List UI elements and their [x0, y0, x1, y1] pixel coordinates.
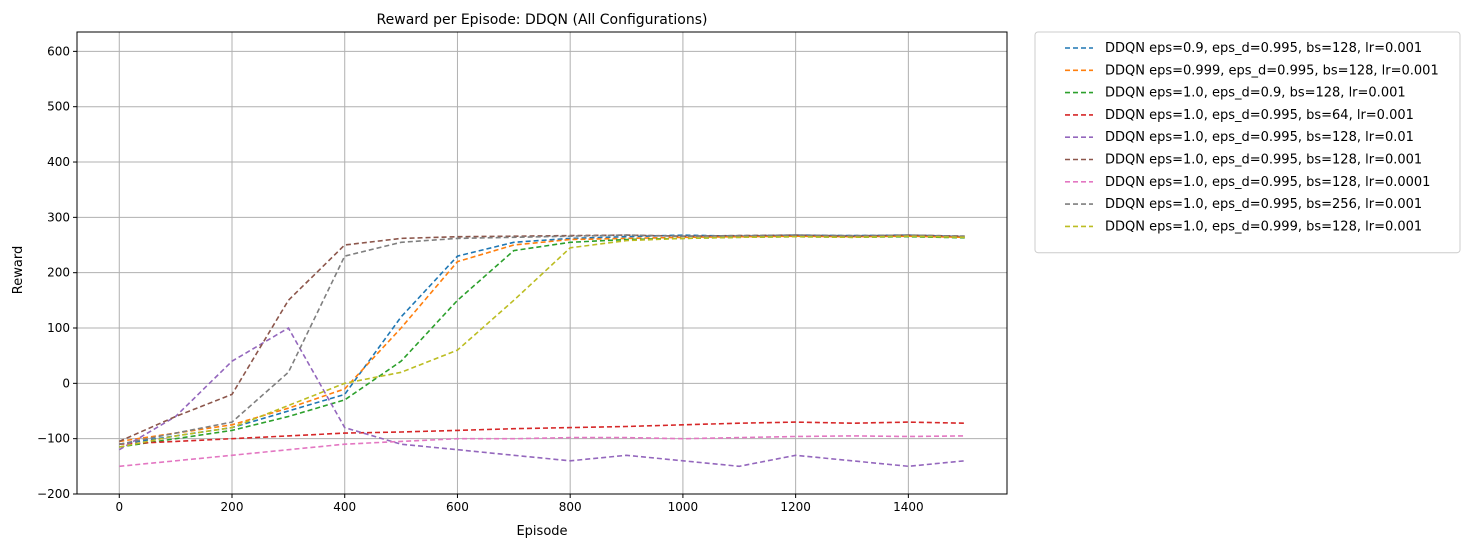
legend-label: DDQN eps=1.0, eps_d=0.995, bs=128, lr=0.… [1105, 153, 1422, 168]
chart-title: Reward per Episode: DDQN (All Configurat… [377, 12, 708, 28]
series-line-2 [119, 235, 965, 443]
x-tick-label: 1000 [668, 500, 699, 514]
x-tick-label: 400 [333, 500, 356, 514]
y-tick-label: 300 [47, 210, 70, 224]
x-tick-label: 0 [115, 500, 123, 514]
y-tick-label: 600 [47, 44, 70, 58]
series-line-6 [118, 234, 965, 443]
x-tick-label: 600 [446, 500, 469, 514]
legend-label: DDQN eps=1.0, eps_d=0.995, bs=64, lr=0.0… [1105, 108, 1414, 123]
x-tick-label: 200 [221, 500, 244, 514]
series-line-4 [119, 421, 965, 445]
axis-ticks: 0 200 400 600 800 1000 1200 1400 −200 −100 0 100 200… [37, 44, 924, 514]
series-line-8 [119, 234, 965, 445]
legend-label: DDQN eps=0.9, eps_d=0.995, bs=128, lr=0.… [1105, 41, 1422, 56]
series-layer [118, 234, 965, 468]
y-tick-label: 0 [62, 376, 70, 390]
legend-box [1034, 31, 1461, 254]
x-tick-label: 1400 [893, 500, 924, 514]
legend-label: DDQN eps=1.0, eps_d=0.995, bs=128, lr=0.… [1105, 130, 1414, 145]
legend-label: DDQN eps=1.0, eps_d=0.995, bs=256, lr=0.… [1105, 197, 1422, 212]
legend-label: DDQN eps=0.999, eps_d=0.995, bs=128, lr=… [1105, 63, 1439, 78]
y-tick-label: 200 [47, 266, 70, 280]
series-line-3 [119, 235, 965, 448]
y-tick-label: 100 [47, 321, 70, 335]
legend-label: DDQN eps=1.0, eps_d=0.995, bs=128, lr=0.… [1105, 175, 1430, 190]
x-axis-label: Episode [516, 524, 567, 539]
legend: DDQN eps=0.9, eps_d=0.995, bs=128, lr=0.… [1034, 31, 1461, 254]
series-line-7 [119, 435, 965, 468]
legend-label: DDQN eps=1.0, eps_d=0.999, bs=128, lr=0.… [1105, 219, 1422, 234]
y-tick-label: −100 [37, 432, 70, 446]
x-tick-label: 800 [559, 500, 582, 514]
plot-area-frame [76, 31, 1008, 495]
series-line-5 [118, 326, 965, 468]
x-tick-label: 1200 [780, 500, 811, 514]
y-axis-label: Reward [11, 246, 26, 294]
grid-lines [77, 32, 1007, 495]
y-tick-label: −200 [37, 487, 70, 501]
series-line-9 [119, 235, 965, 448]
legend-label: DDQN eps=1.0, eps_d=0.9, bs=128, lr=0.00… [1105, 86, 1406, 101]
y-tick-label: 400 [47, 155, 70, 169]
y-tick-label: 500 [47, 100, 70, 114]
series-line-1 [119, 234, 965, 445]
